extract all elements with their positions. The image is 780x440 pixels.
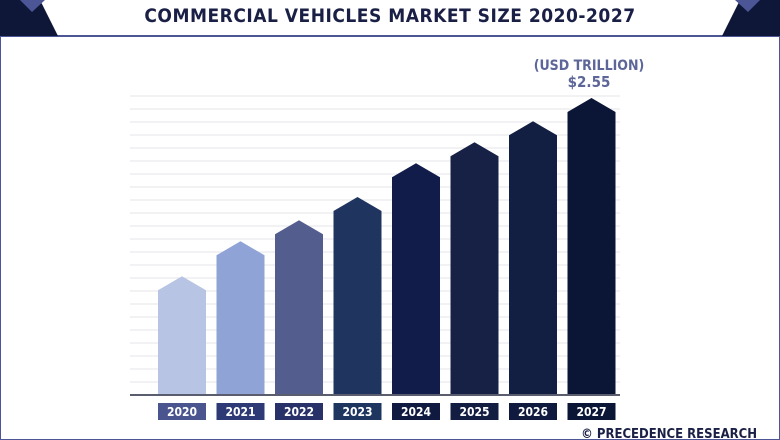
- x-tick-label: 2021: [225, 405, 255, 419]
- x-tick-label: 2024: [401, 405, 432, 419]
- corner-left-accent: [20, 0, 45, 12]
- year-label-box: [216, 403, 265, 420]
- chart-title: COMMERCIAL VEHICLES MARKET SIZE 2020-202…: [144, 5, 635, 27]
- year-label-box: [567, 403, 616, 420]
- bar-2021: [216, 241, 265, 395]
- year-label-box: [392, 403, 440, 420]
- x-tick-labels: 2020 2021 2022 2023 2024 2025 2026 2027: [158, 403, 616, 420]
- unit-label: (USD TRILLION): [534, 58, 645, 74]
- data-label-2027: $2.55: [568, 73, 611, 91]
- year-label-box: [158, 403, 206, 420]
- x-tick-label: 2025: [459, 405, 489, 419]
- year-label-box: [275, 403, 323, 420]
- bar-2023: [333, 197, 382, 395]
- bar-2025: [450, 142, 499, 395]
- source-credit: © PRECEDENCE RESEARCH: [581, 427, 757, 440]
- x-tick-label: 2026: [518, 405, 548, 419]
- bar-2022: [275, 220, 323, 395]
- year-label-box: [509, 403, 557, 420]
- corner-right-accent: [735, 0, 760, 12]
- x-tick-label: 2020: [167, 405, 197, 419]
- bar-2026: [509, 121, 557, 395]
- x-tick-label: 2022: [284, 405, 314, 419]
- year-label-box: [450, 403, 499, 420]
- x-tick-label: 2027: [576, 405, 606, 419]
- bar-2020: [158, 276, 206, 395]
- x-tick-label: 2023: [342, 405, 372, 419]
- bar-2027: [567, 98, 616, 395]
- corner-left-dark: [0, 0, 58, 36]
- bar-2024: [392, 163, 440, 395]
- bars: [158, 98, 616, 395]
- corner-right-dark: [722, 0, 780, 36]
- chart-panel: [0, 35, 780, 440]
- year-label-box: [333, 403, 382, 420]
